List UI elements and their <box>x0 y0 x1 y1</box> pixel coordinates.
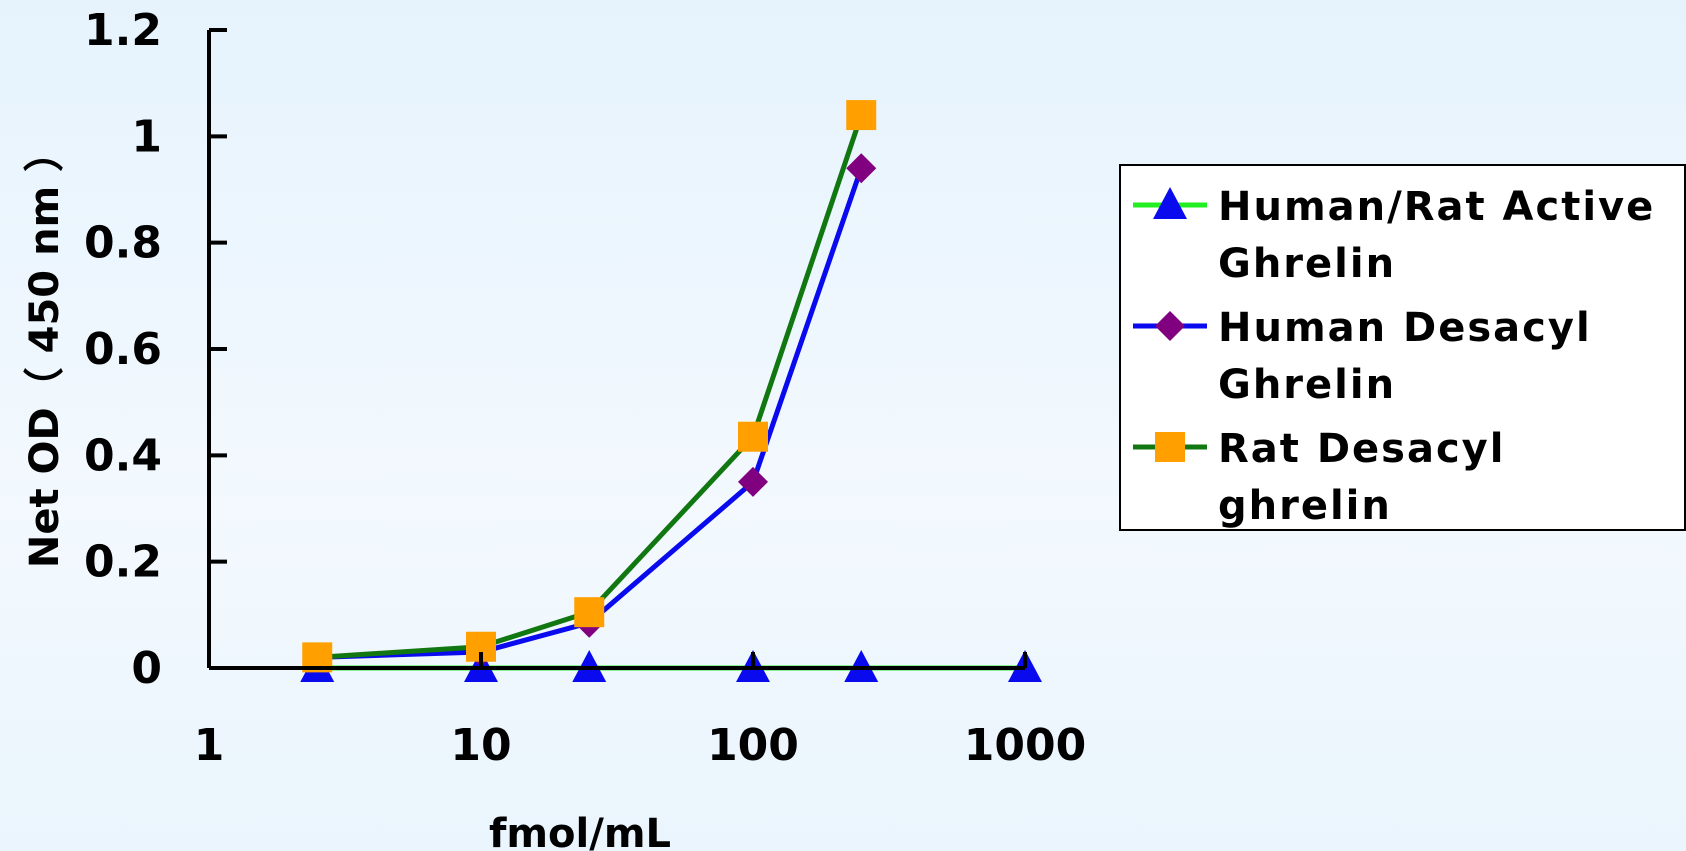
legend-label: Ghrelin <box>1218 241 1396 287</box>
x-tick-label: 10 <box>450 720 511 771</box>
legend-box <box>1119 164 1686 531</box>
data-point <box>574 597 605 628</box>
series-lines <box>317 114 1025 671</box>
y-tick-label: 0.6 <box>84 324 162 375</box>
data-point <box>738 421 768 452</box>
y-tick-label: 0.8 <box>84 218 162 269</box>
legend-swatch-marker <box>1155 432 1185 462</box>
legend-swatch-marker <box>1155 311 1185 341</box>
axes: 0 0.2 0.4 0.6 0.8 1 1.2 1 10 100 1000 <box>84 5 1086 771</box>
y-tick-label: 1.2 <box>84 5 162 56</box>
y-tick-label: 1 <box>131 111 162 162</box>
data-point <box>846 100 877 131</box>
legend-label: Ghrelin <box>1218 362 1396 408</box>
legend: Human/Rat Active Ghrelin Human Desacyl Ghre… <box>1119 164 1686 531</box>
x-axis-title: fmol/mL <box>489 811 671 851</box>
legend-label: ghrelin <box>1218 483 1392 529</box>
y-axis-title: Net OD（ 450 nm ） <box>22 132 68 568</box>
x-tick-label: 1 <box>194 720 225 771</box>
x-ticks: 1 10 100 1000 <box>194 652 1086 771</box>
legend-label: Human Desacyl <box>1218 305 1592 351</box>
y-tick-label: 0 <box>131 643 162 694</box>
y-tick-label: 0.2 <box>84 537 162 588</box>
legend-item: Human/Rat Active Ghrelin <box>1133 184 1655 287</box>
data-point <box>738 466 768 497</box>
x-tick-label: 1000 <box>964 720 1086 771</box>
legend-item: Rat Desacyl ghrelin <box>1133 426 1505 529</box>
x-tick-label: 100 <box>707 720 799 771</box>
legend-label: Human/Rat Active <box>1218 184 1655 230</box>
series-markers <box>300 100 1042 682</box>
legend-items: Human/Rat Active Ghrelin Human Desacyl Ghre… <box>1133 184 1655 529</box>
legend-swatch-marker <box>1153 187 1187 219</box>
series-points-2 <box>302 100 877 673</box>
legend-label: Rat Desacyl <box>1218 426 1505 472</box>
series-line-2 <box>317 114 864 660</box>
y-ticks: 0 0.2 0.4 0.6 0.8 1 1.2 <box>84 5 227 694</box>
y-tick-label: 0.4 <box>84 430 162 481</box>
series-points-1 <box>302 153 877 673</box>
legend-item: Human Desacyl Ghrelin <box>1133 305 1592 408</box>
data-point <box>846 153 877 184</box>
plot-area <box>300 100 1042 682</box>
series-line-1 <box>317 167 864 660</box>
